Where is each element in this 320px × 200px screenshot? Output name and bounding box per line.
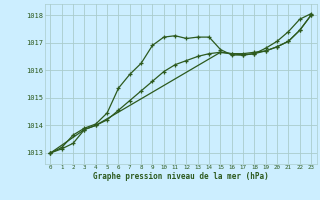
X-axis label: Graphe pression niveau de la mer (hPa): Graphe pression niveau de la mer (hPa): [93, 172, 269, 181]
